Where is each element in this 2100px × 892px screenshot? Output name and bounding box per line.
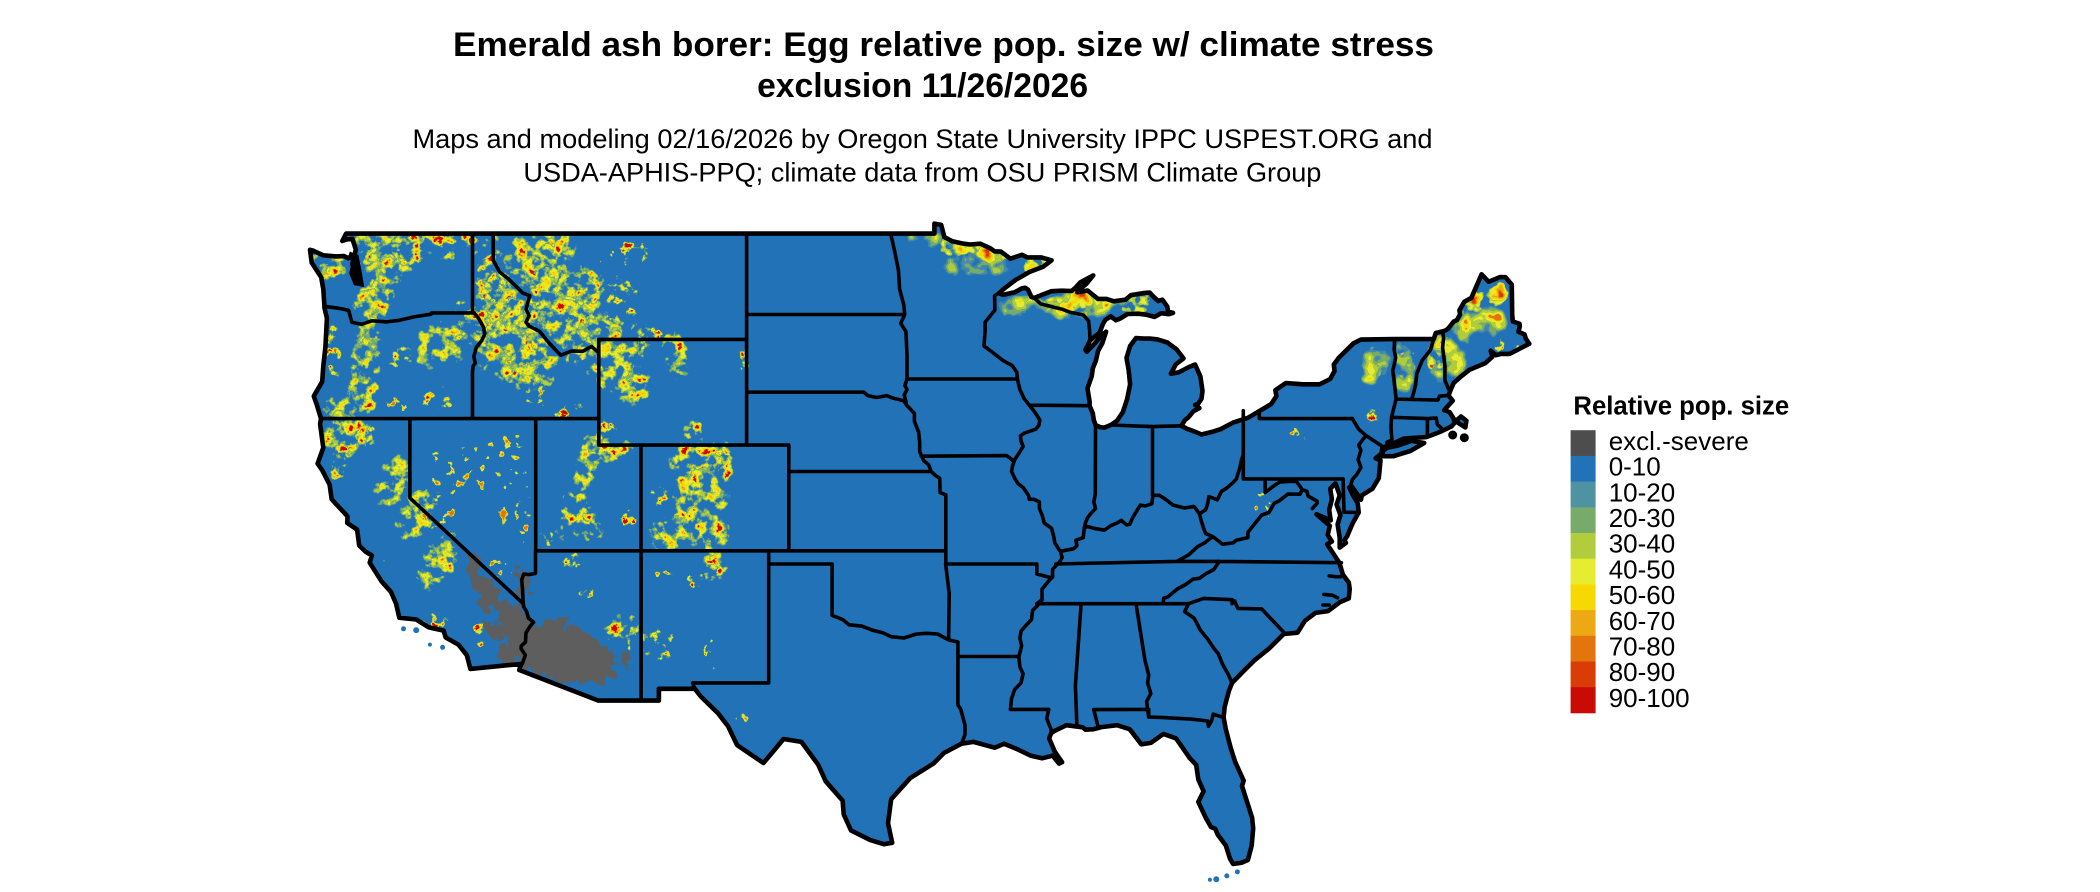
svg-text:30-40: 30-40 bbox=[1609, 529, 1676, 559]
svg-text:0-10: 0-10 bbox=[1609, 452, 1661, 482]
svg-text:Emerald ash borer: Egg relativ: Emerald ash borer: Egg relative pop. siz… bbox=[453, 26, 1434, 64]
svg-text:60-70: 60-70 bbox=[1609, 606, 1676, 636]
svg-text:80-90: 80-90 bbox=[1609, 657, 1676, 687]
svg-text:Relative pop. size: Relative pop. size bbox=[1573, 391, 1789, 421]
svg-text:40-50: 40-50 bbox=[1609, 554, 1676, 584]
svg-text:exclusion 11/26/2026: exclusion 11/26/2026 bbox=[757, 67, 1088, 105]
svg-text:70-80: 70-80 bbox=[1609, 632, 1676, 662]
svg-text:USDA-APHIS-PPQ; climate data f: USDA-APHIS-PPQ; climate data from OSU PR… bbox=[523, 157, 1321, 188]
svg-text:excl.-severe: excl.-severe bbox=[1609, 426, 1749, 456]
svg-text:50-60: 50-60 bbox=[1609, 580, 1676, 610]
svg-text:90-100: 90-100 bbox=[1609, 683, 1690, 713]
svg-text:20-30: 20-30 bbox=[1609, 503, 1676, 533]
svg-text:Maps and modeling 02/16/2026 b: Maps and modeling 02/16/2026 by Oregon S… bbox=[413, 123, 1433, 154]
svg-text:10-20: 10-20 bbox=[1609, 477, 1676, 507]
